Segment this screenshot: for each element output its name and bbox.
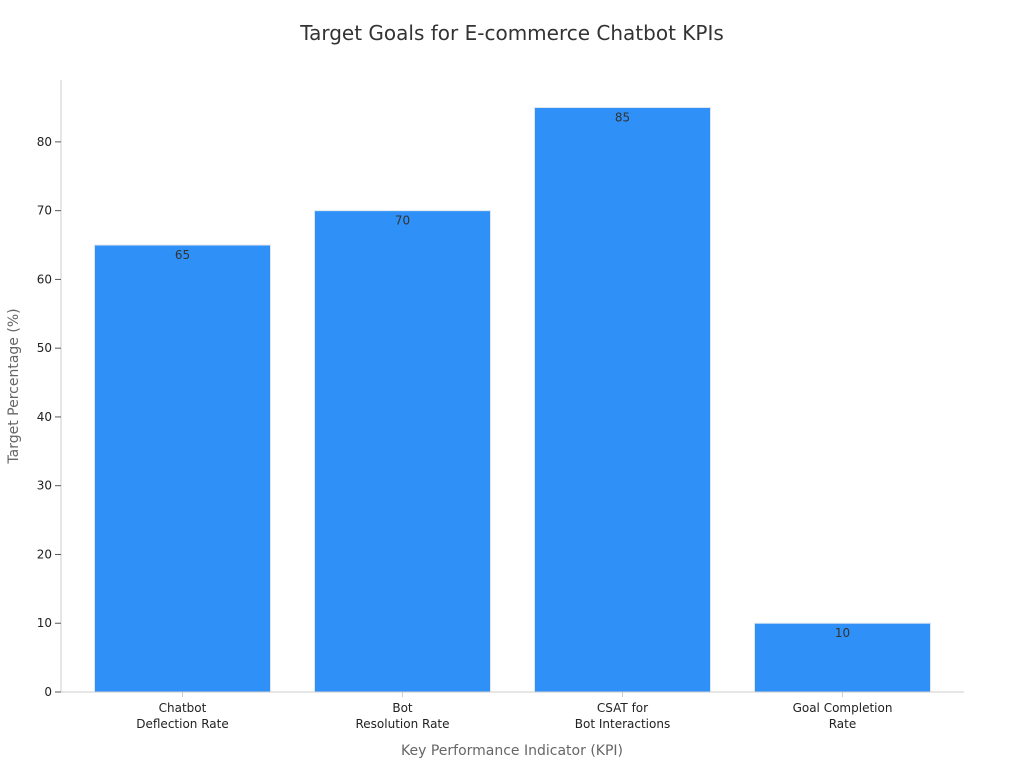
data-label-1: 70 (395, 214, 410, 228)
x-tick-label-0: Chatbot Deflection Rate (136, 701, 228, 731)
bars-layer: 65 70 85 10 (94, 107, 931, 693)
bar-3 (754, 622, 931, 693)
x-tick-label-2: CSAT for Bot Interactions (575, 701, 670, 731)
bar-1 (314, 210, 491, 693)
y-tick-label-20: 20 (37, 547, 52, 561)
data-label-3: 10 (835, 626, 850, 640)
x-axis-label: Key Performance Indicator (KPI) (401, 743, 623, 759)
chart-title: Target Goals for E-commerce Chatbot KPIs (299, 21, 724, 45)
y-axis-label: Target Percentage (%) (6, 308, 22, 464)
y-tick-label-50: 50 (37, 341, 52, 355)
y-tick-label-10: 10 (37, 616, 52, 630)
bar-0 (94, 244, 271, 693)
data-label-2: 85 (615, 111, 630, 125)
x-tick-label-3: Goal Completion Rate (793, 701, 893, 731)
y-tick-label-70: 70 (37, 204, 52, 218)
y-tick-label-40: 40 (37, 410, 52, 424)
y-tick-label-60: 60 (37, 272, 52, 286)
y-tick-label-80: 80 (37, 135, 52, 149)
y-tick-label-0: 0 (44, 685, 52, 699)
axes-layer: Chatbot Deflection Rate Bot Resolution Rate… (37, 80, 964, 731)
y-tick-label-30: 30 (37, 479, 52, 493)
data-label-0: 65 (175, 248, 190, 262)
x-tick-label-1: Bot Resolution Rate (355, 701, 449, 731)
bar-2 (534, 107, 711, 693)
